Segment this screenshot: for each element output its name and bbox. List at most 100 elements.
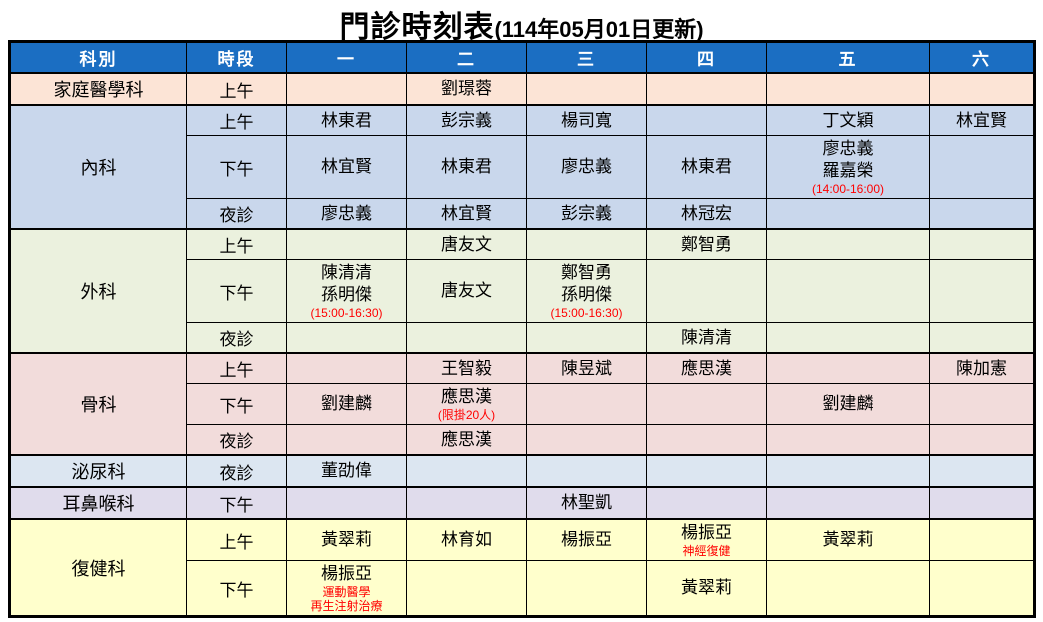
- department-cell: 骨科: [9, 352, 187, 456]
- table-row: 夜診 廖忠義 林宜賢 彭宗義 林冠宏: [10, 198, 1035, 230]
- period-cell: 夜診: [186, 322, 287, 354]
- department-cell: 耳鼻喉科: [9, 486, 187, 520]
- doctor-name: 王智毅: [441, 358, 492, 378]
- schedule-cell: 林宜賢: [406, 198, 527, 230]
- table-row: 下午 楊振亞 運動醫學 再生注射治療 黃翠莉: [10, 560, 1035, 617]
- schedule-cell: 應思漢: [646, 352, 767, 384]
- schedule-cell: [766, 198, 930, 230]
- schedule-cell: [646, 383, 767, 425]
- doctor-name: 林冠宏: [681, 203, 732, 223]
- department-cell: 復健科: [9, 518, 187, 617]
- table-row: 外科 上午唐友文 鄭智勇: [9, 228, 1035, 354]
- schedule-cell: [286, 352, 407, 384]
- table-row: 復健科 上午 黃翠莉 林育如 楊振亞 楊振亞 神經復健 黃翠莉: [9, 518, 1035, 617]
- schedule-cell: 丁文穎: [766, 104, 930, 136]
- doctor-name: 羅嘉榮: [822, 161, 874, 180]
- doctor-name: 劉璟蓉: [441, 79, 492, 98]
- schedule-cell: 林育如: [406, 518, 527, 561]
- column-header: 一: [286, 41, 407, 74]
- schedule-cell: [526, 560, 647, 617]
- department-cell: 內科: [9, 104, 187, 230]
- schedule-cell: 劉建麟: [286, 383, 407, 425]
- schedule-note: 再生注射治療: [310, 599, 383, 613]
- doctor-name: 鄭智勇: [561, 263, 612, 282]
- schedule-cell: [929, 560, 1035, 617]
- schedule-cell: 董劭偉: [286, 454, 407, 488]
- doctor-name: 林宜賢: [321, 157, 372, 176]
- doctor-name: 應思漢: [441, 387, 492, 406]
- column-header: 二: [406, 41, 527, 74]
- doctor-name: 廖忠義: [822, 139, 874, 158]
- doctor-name: 丁文穎: [822, 110, 874, 130]
- column-header: 五: [766, 41, 930, 74]
- period-cell: 夜診: [186, 424, 287, 456]
- schedule-cell: [929, 259, 1035, 323]
- schedule-cell: 楊振亞 神經復健: [646, 518, 767, 561]
- schedule-cell: 陳加憲: [929, 352, 1035, 384]
- schedule-cell: [646, 104, 767, 136]
- schedule-cell: [526, 322, 647, 354]
- page-title: 門診時刻表(114年05月01日更新): [0, 0, 1043, 44]
- doctor-name: 劉建麟: [321, 394, 372, 413]
- department-cell: 外科: [9, 228, 187, 354]
- period-cell: 下午: [186, 259, 287, 323]
- schedule-cell: 廖忠義羅嘉榮 (14:00-16:00): [766, 135, 930, 199]
- schedule-note: (15:00-16:30): [550, 306, 623, 320]
- schedule-cell: 林東君: [286, 104, 407, 136]
- schedule-cell: [766, 486, 930, 520]
- schedule-note: (14:00-16:00): [811, 182, 885, 196]
- page-title-main: 門診時刻表: [339, 11, 495, 44]
- schedule-cell: [406, 486, 527, 520]
- period-cell: 夜診: [186, 198, 287, 230]
- schedule-cell: [406, 322, 527, 354]
- schedule-cell: 鄭智勇: [646, 228, 767, 260]
- schedule-cell: 林東君: [406, 135, 527, 199]
- table-row: 家庭醫學科 上午 劉璟蓉: [9, 72, 1035, 106]
- schedule-cell: [766, 352, 930, 384]
- schedule-cell: 彭宗義: [406, 104, 527, 136]
- period-cell: 下午: [186, 560, 287, 617]
- table-row: 夜診 應思漢: [10, 424, 1035, 456]
- schedule-cell: 鄭智勇 孫明傑 (15:00-16:30): [526, 259, 647, 323]
- doctor-name: 唐友文: [441, 281, 492, 300]
- schedule-cell: 林冠宏: [646, 198, 767, 230]
- column-header: 三: [526, 41, 647, 74]
- department-cell: 家庭醫學科: [9, 72, 187, 106]
- doctor-name: 黃翠莉: [822, 530, 874, 549]
- period-cell: 上午: [186, 228, 287, 260]
- doctor-name: 黃翠莉: [321, 530, 372, 549]
- schedule-cell: [929, 198, 1035, 230]
- schedule-cell: [929, 424, 1035, 456]
- schedule-cell: [929, 454, 1035, 488]
- schedule-cell: [929, 486, 1035, 520]
- doctor-name: 彭宗義: [441, 110, 492, 130]
- schedule-cell: [646, 454, 767, 488]
- schedule-cell: [286, 322, 407, 354]
- schedule-cell: [766, 424, 930, 456]
- schedule-cell: [646, 259, 767, 323]
- doctor-name: 彭宗義: [561, 203, 612, 223]
- doctor-name: 董劭偉: [321, 461, 372, 480]
- schedule-cell: [526, 454, 647, 488]
- header-row: 科別 時段一二三四五六: [9, 41, 1035, 74]
- schedule-cell: [286, 424, 407, 456]
- doctor-name: 陳清清: [321, 263, 372, 282]
- schedule-note: (15:00-16:30): [310, 306, 383, 320]
- table-row: 骨科 上午 王智毅 陳昱斌 應思漢 陳加憲: [9, 352, 1035, 456]
- schedule-cell: 陳清清孫明傑 (15:00-16:30): [286, 259, 407, 323]
- period-cell: 上午: [186, 72, 287, 106]
- schedule-cell: 彭宗義: [526, 198, 647, 230]
- doctor-name: 孫明傑: [321, 285, 372, 304]
- schedule-cell: [766, 259, 930, 323]
- schedule-cell: 林宜賢: [929, 104, 1035, 136]
- doctor-name: 林東君: [441, 157, 492, 176]
- doctor-name: 林宜賢: [956, 110, 1007, 130]
- table-row: 泌尿科 夜診 董劭偉: [9, 454, 1035, 488]
- schedule-cell: 廖忠義: [286, 198, 407, 230]
- schedule-cell: [929, 518, 1035, 561]
- schedule-cell: [286, 228, 407, 260]
- schedule-table-header: 科別 時段一二三四五六: [9, 41, 1035, 74]
- doctor-name: 林宜賢: [441, 203, 492, 223]
- schedule-cell: 廖忠義: [526, 135, 647, 199]
- table-row: 下午 劉建麟 應思漢 (限掛20人) 劉建麟: [10, 383, 1035, 425]
